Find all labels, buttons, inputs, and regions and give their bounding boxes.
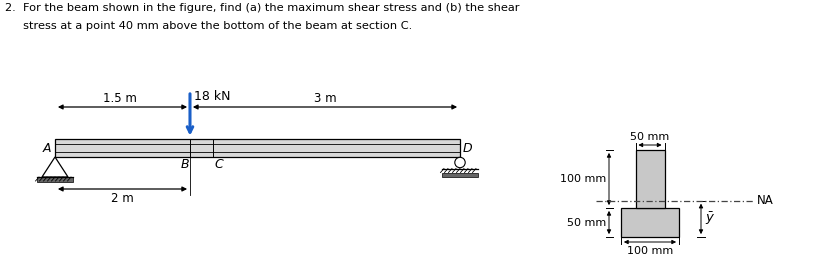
Bar bbox=[37, 177, 73, 182]
Text: 50 mm: 50 mm bbox=[630, 132, 670, 142]
Text: 50 mm: 50 mm bbox=[567, 218, 606, 227]
Bar bbox=[621, 208, 679, 237]
Circle shape bbox=[455, 157, 465, 168]
Text: stress at a point 40 mm above the bottom of the beam at section C.: stress at a point 40 mm above the bottom… bbox=[5, 21, 413, 31]
Text: 1.5 m: 1.5 m bbox=[103, 92, 136, 104]
Text: 18 kN: 18 kN bbox=[194, 90, 231, 103]
Text: NA: NA bbox=[757, 194, 774, 207]
Bar bbox=[636, 150, 665, 208]
Text: 100 mm: 100 mm bbox=[559, 174, 606, 184]
Polygon shape bbox=[42, 157, 68, 177]
Text: $\bar{y}$: $\bar{y}$ bbox=[705, 211, 715, 227]
Text: B: B bbox=[180, 159, 189, 171]
Text: 2.  For the beam shown in the figure, find (a) the maximum shear stress and (b) : 2. For the beam shown in the figure, fin… bbox=[5, 3, 520, 13]
Text: C: C bbox=[214, 159, 222, 171]
Text: A: A bbox=[42, 142, 51, 155]
Text: 2 m: 2 m bbox=[111, 193, 134, 206]
Text: D: D bbox=[463, 142, 472, 155]
Bar bbox=[55, 139, 460, 157]
Bar bbox=[442, 172, 478, 177]
Text: 100 mm: 100 mm bbox=[627, 245, 673, 256]
Text: 3 m: 3 m bbox=[314, 92, 336, 104]
